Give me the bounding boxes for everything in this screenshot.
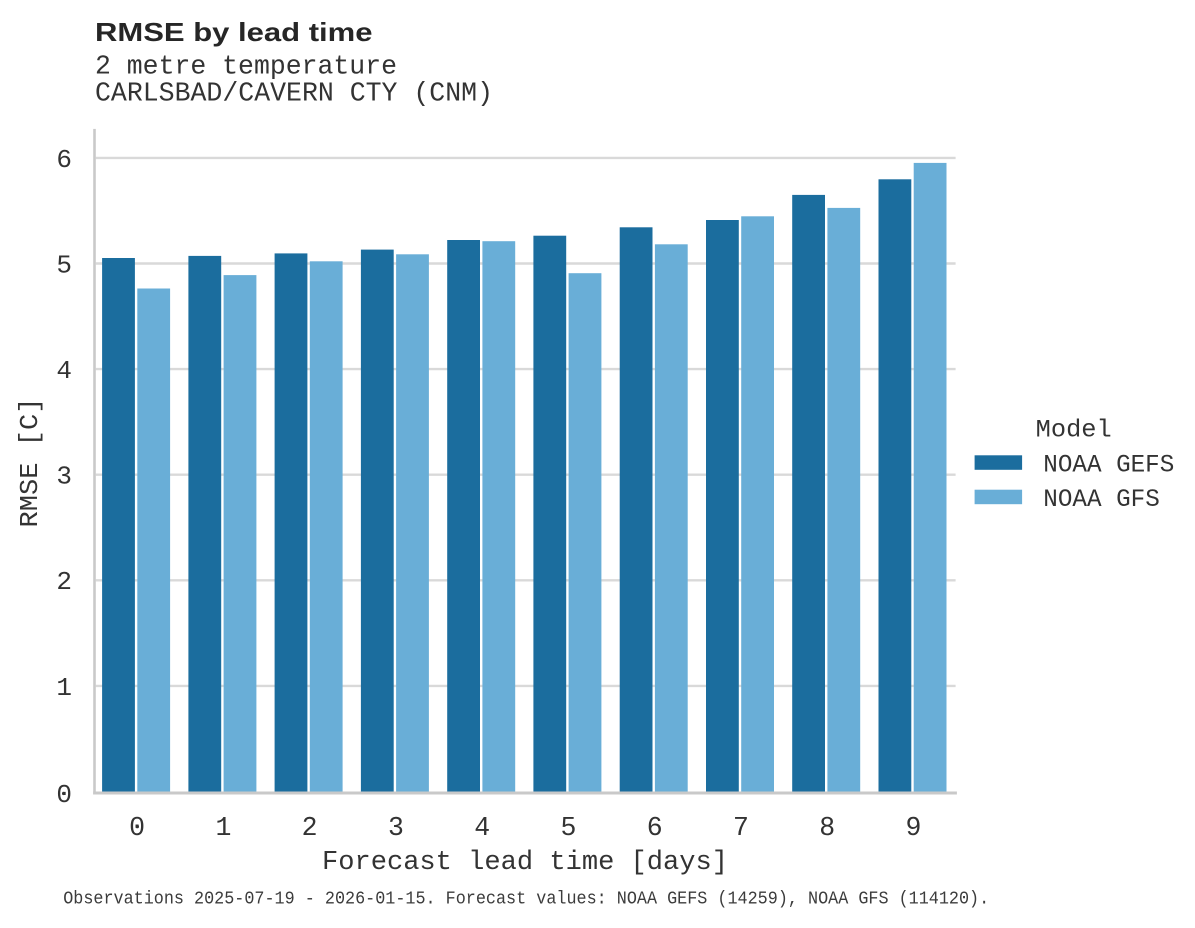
svg-text:CARLSBAD/CAVERN CTY (CNM): CARLSBAD/CAVERN CTY (CNM) [95,79,493,109]
svg-text:Observations 2025-07-19 - 2026: Observations 2025-07-19 - 2026-01-15. Fo… [63,890,989,910]
svg-text:5: 5 [56,250,72,280]
svg-text:9: 9 [906,813,922,843]
svg-text:4: 4 [474,813,490,843]
svg-text:Model: Model [1036,415,1112,444]
svg-text:6: 6 [647,813,663,843]
svg-text:2: 2 [302,813,318,843]
svg-text:4: 4 [56,356,72,386]
svg-text:NOAA GEFS: NOAA GEFS [1043,451,1174,480]
svg-text:3: 3 [56,462,72,492]
svg-text:2 metre temperature: 2 metre temperature [95,52,397,82]
svg-text:RMSE by lead time: RMSE by lead time [95,17,373,47]
svg-text:7: 7 [733,813,749,843]
svg-text:Forecast lead time [days]: Forecast lead time [days] [322,848,728,878]
svg-text:2: 2 [56,567,72,597]
svg-text:1: 1 [56,673,72,703]
svg-text:NOAA GFS: NOAA GFS [1043,485,1160,514]
svg-text:1: 1 [215,813,231,843]
svg-text:8: 8 [819,813,835,843]
svg-text:5: 5 [560,813,576,843]
svg-text:RMSE [C]: RMSE [C] [15,398,45,528]
svg-text:3: 3 [388,813,404,843]
svg-text:6: 6 [56,145,72,175]
